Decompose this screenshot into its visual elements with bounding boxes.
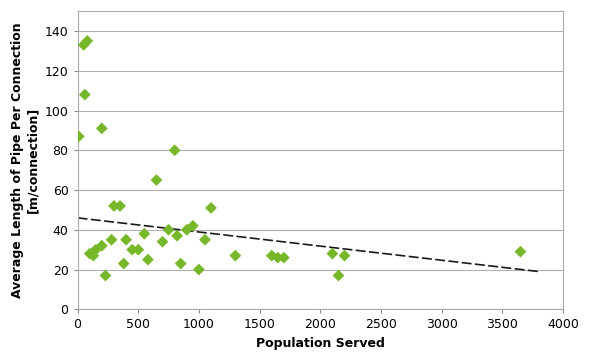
Point [327, 251, 337, 257]
Point [279, 255, 289, 261]
Point [143, 257, 153, 262]
Point [188, 223, 198, 229]
Point [109, 203, 119, 209]
Point [170, 147, 179, 153]
Point [158, 239, 167, 245]
Point [152, 177, 161, 183]
Point [85, 251, 94, 257]
Point [200, 237, 209, 243]
Point [273, 255, 283, 261]
Point [88, 253, 98, 258]
Point [267, 253, 277, 258]
Point [107, 237, 116, 243]
Point [79, 42, 88, 48]
Point [182, 227, 192, 233]
Point [194, 267, 204, 273]
Point [80, 92, 90, 97]
Point [516, 249, 525, 255]
Point [340, 253, 349, 258]
Point [231, 253, 240, 258]
Point [127, 247, 137, 253]
Point [133, 247, 143, 253]
Point [176, 261, 185, 266]
Point [91, 247, 100, 253]
Point [83, 38, 92, 44]
Point [115, 203, 124, 209]
Point [206, 205, 216, 211]
Point [101, 273, 110, 278]
Point [164, 227, 173, 233]
Point [172, 233, 182, 239]
Point [122, 237, 131, 243]
Point [119, 261, 129, 266]
Y-axis label: Average Length of Pipe Per Connection
[m/connection]: Average Length of Pipe Per Connection [m… [11, 22, 39, 298]
Point [97, 126, 107, 131]
Point [97, 243, 107, 249]
Point [140, 231, 149, 237]
Point [74, 134, 84, 139]
Point [334, 273, 343, 278]
X-axis label: Population Served: Population Served [256, 337, 385, 350]
